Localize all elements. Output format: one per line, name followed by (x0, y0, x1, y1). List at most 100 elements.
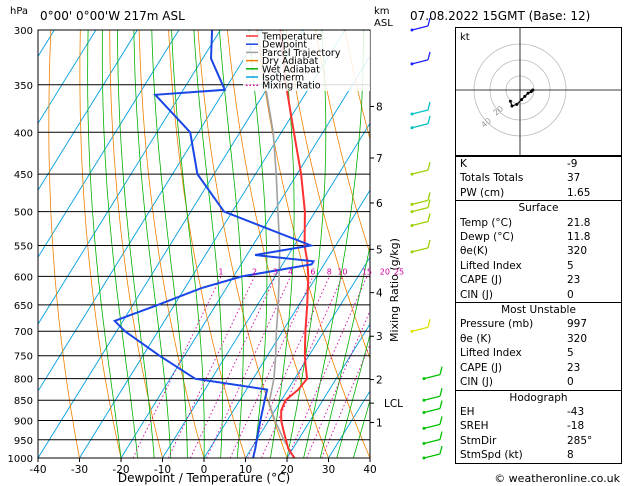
legend-label: Parcel Trajectory (262, 48, 341, 59)
wind-barb (423, 374, 441, 380)
most-unstable-row: CAPE (J) 23 (456, 361, 621, 375)
mixing-ratio-label: 10 (337, 267, 347, 276)
isotherm-line (245, 256, 370, 458)
km-unit: km (374, 6, 390, 17)
hodograph-point (508, 99, 512, 103)
hodograph-value: 8 (567, 449, 574, 462)
wind-barb (411, 59, 429, 65)
km-tick-label: LCL (384, 398, 403, 410)
hpa-unit: hPa (10, 6, 28, 17)
mixing-ratio-axis-title: Mixing Ratio (g/kg) (388, 238, 401, 342)
wind-barb-flag (427, 51, 431, 61)
hodograph-unit: kt (460, 32, 470, 43)
pressure-tick-label: 500 (14, 208, 33, 219)
wind-barb (423, 395, 441, 401)
mixing-ratio-line (247, 276, 330, 458)
isotherm-line (38, 30, 180, 259)
wind-barb (411, 25, 429, 31)
parcel-trajectory-series (256, 30, 296, 458)
pressure-tick-label: 850 (14, 396, 33, 407)
wind-barb-dot (422, 441, 426, 445)
isotherm-line (286, 323, 370, 458)
wind-barb-dot (410, 250, 414, 254)
most-unstable-label: θe (K) (460, 332, 492, 345)
surface-label: Dewp (°C) (460, 231, 514, 244)
dewpoint-series (112, 30, 316, 458)
pressure-tick-label: 950 (14, 436, 33, 447)
asl-label: ASL (374, 18, 393, 29)
wind-barb-flag (439, 366, 443, 375)
hodograph-section: Hodograph EH -43 SREH -18 StmDir 285° StmSpd (… (456, 389, 621, 463)
pressure-tick-label: 350 (14, 81, 33, 92)
wind-barb-dot (410, 62, 414, 66)
wet-adiabat-line (336, 333, 370, 458)
wind-barb-dot (422, 377, 426, 381)
surface-title: Surface (518, 202, 559, 215)
hodograph-label: SREH (460, 420, 489, 433)
x-tick-label: 20 (280, 464, 293, 476)
stats-table: K -9 Totals Totals 37 PW (cm) 1.65 Surface Te… (455, 156, 622, 464)
surface-value: 320 (567, 245, 588, 258)
most-unstable-row: Lifted Index 5 (456, 346, 621, 360)
surface-row: Temp (°C) 21.8 (456, 216, 621, 230)
mixing-ratio-label: 8 (327, 267, 332, 276)
stats-row: PW (cm) 1.65 (456, 186, 621, 200)
hodograph-row: SREH -18 (456, 419, 621, 433)
mixing-ratio-line (287, 276, 368, 458)
dry-adiabat-line (79, 30, 122, 458)
legend-label: Temperature (261, 32, 322, 43)
pressure-tick-label: 650 (14, 301, 33, 312)
wind-barb-flag (427, 115, 431, 124)
legend-label: Isotherm (262, 73, 304, 84)
hodograph-row: StmSpd (kt) 8 (456, 448, 621, 462)
hodograph-panel: kt 40 20 (455, 27, 622, 156)
most-unstable-row: Pressure (mb) 997 (456, 317, 621, 331)
most-unstable-label: CIN (J) (460, 376, 493, 389)
wind-barb-dot (410, 202, 414, 206)
wind-barb-flag (439, 431, 443, 440)
hodograph-row: EH -43 (456, 405, 621, 419)
hodograph-ring-label: 20 (492, 104, 506, 117)
hodograph-row: StmDir 285° (456, 434, 621, 448)
wind-barb-flag (439, 416, 443, 425)
isotherm-line (38, 30, 304, 458)
mixing-ratio-line (167, 276, 255, 458)
surface-section: Surface Temp (°C) 21.8 Dewp (°C) 11.8 θe(K) 3… (456, 200, 621, 302)
dry-adiabat-line (48, 30, 80, 458)
x-tick-label: -20 (112, 464, 129, 476)
mixing-ratio-label: 1 (218, 267, 223, 276)
isotherm-line (38, 30, 221, 325)
mixing-ratio-line (189, 276, 276, 458)
wind-barb (411, 220, 429, 227)
isotherm-line (0, 30, 13, 458)
wind-barb-dot (422, 398, 426, 402)
hodograph-label: EH (460, 405, 475, 418)
km-tick-label: 6 (376, 198, 383, 210)
isotherm-line (38, 30, 138, 192)
x-tick-label: 30 (322, 464, 335, 476)
hodograph-value: -18 (567, 420, 585, 433)
surface-row: CIN (J) 0 (456, 288, 621, 302)
surface-value: 23 (567, 274, 581, 287)
km-tick-label: 1 (376, 418, 383, 430)
wind-barbs (410, 17, 443, 460)
km-tick-label: 3 (376, 331, 383, 343)
dry-adiabat-line (315, 30, 370, 255)
hodograph-point (520, 98, 524, 102)
stats-label: Totals Totals (460, 172, 524, 185)
hodograph-point (510, 104, 514, 108)
km-tick-label: 2 (376, 375, 383, 387)
most-unstable-label: Pressure (mb) (460, 318, 534, 331)
wind-barb-flag (427, 17, 431, 27)
x-tick-label: 10 (239, 464, 252, 476)
surface-row: CAPE (J) 23 (456, 273, 621, 287)
copyright: © weatheronline.co.uk (494, 472, 620, 485)
dry-adiabat-line (227, 30, 329, 458)
wind-barb-flag (427, 239, 431, 249)
wet-adiabat-line (353, 399, 370, 458)
mixing-ratio-line (261, 276, 343, 458)
stats-value: 37 (567, 172, 581, 185)
mixing-ratio-label: 3 (273, 267, 278, 276)
wet-adiabat-line (270, 30, 295, 458)
